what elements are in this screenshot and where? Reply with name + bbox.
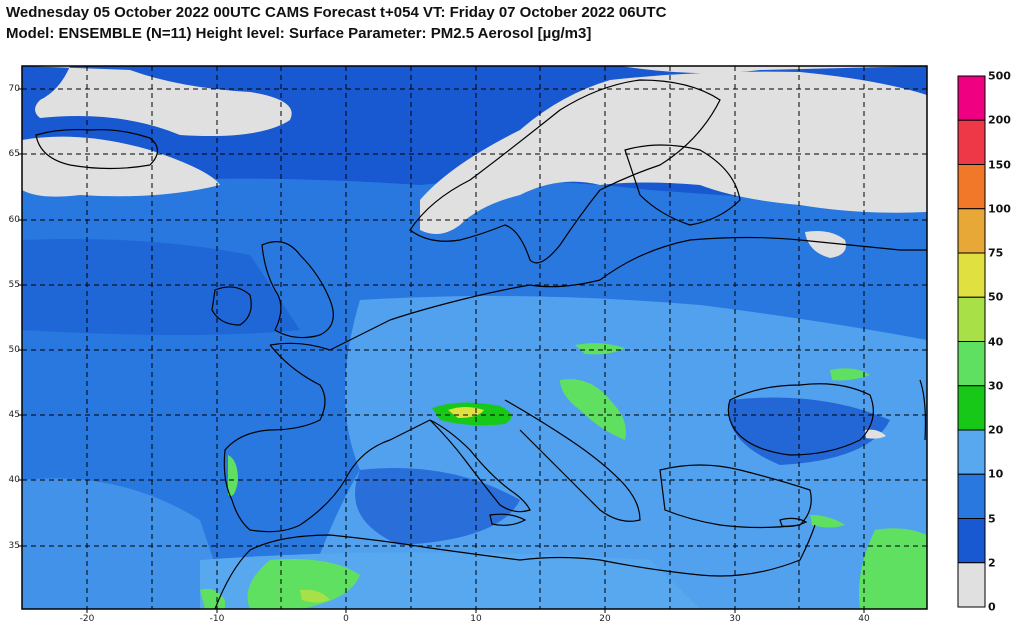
- coast-sicily: [489, 513, 527, 526]
- colorbar-label-500: 500: [988, 69, 1011, 83]
- field-2-5-med: [355, 468, 520, 545]
- field-2-5-black-sea: [728, 397, 890, 465]
- field-grey-black-sea: [865, 429, 886, 439]
- colorbar: [957, 75, 986, 608]
- coast-ireland: [211, 286, 252, 326]
- colorbar-label-50: 50: [988, 290, 1004, 304]
- colorbar-bin-10: [957, 518, 986, 564]
- lat-label-50: 50: [8, 345, 20, 355]
- hotspot-africa-west-core: [300, 589, 330, 603]
- hotspot-portugal: [228, 455, 238, 496]
- lat-label-60: 60: [8, 215, 20, 225]
- colorbar-bin-9: [957, 473, 986, 519]
- lon-label-30: 30: [729, 614, 741, 624]
- lon-label-minus20: -20: [79, 614, 95, 624]
- coast-france-spain: [223, 344, 431, 533]
- hotspot-hungary: [575, 343, 625, 355]
- field-10-20-west: [22, 478, 230, 609]
- colorbar-label-5: 5: [988, 512, 996, 525]
- coast-north-africa: [214, 524, 816, 609]
- hotspot-middle-east: [859, 528, 927, 609]
- lat-label-35: 35: [8, 541, 20, 551]
- coast-italy: [429, 419, 531, 513]
- lon-label-10: 10: [470, 614, 482, 624]
- hotspot-algeria: [200, 588, 225, 609]
- coast-great-britain: [261, 241, 334, 339]
- lat-label-55: 55: [8, 280, 20, 290]
- coast-cyprus: [779, 517, 808, 528]
- coast-finland: [624, 144, 741, 226]
- hotspot-africa-west: [247, 559, 360, 609]
- colorbar-bin-1: [957, 119, 986, 165]
- lat-label-65: 65: [8, 149, 20, 159]
- field-grey-russia-patch: [805, 231, 846, 258]
- colorbar-bin-5: [957, 296, 986, 342]
- coastlines: [35, 79, 927, 609]
- field-2-5-atlantic: [22, 239, 300, 335]
- colorbar-label-40: 40: [988, 335, 1004, 348]
- colorbar-label-100: 100: [988, 202, 1011, 216]
- colorbar-label-0: 0: [988, 600, 996, 614]
- colorbar-bin-2: [957, 164, 986, 210]
- colorbar-label-30: 30: [988, 379, 1004, 393]
- map-frame: [21, 65, 928, 610]
- coast-caspian: [919, 379, 927, 441]
- field-grey-svalbard-edge: [620, 66, 927, 74]
- colorbar-label-150: 150: [988, 158, 1011, 171]
- colorbar-bin-0: [957, 75, 986, 121]
- coast-balkans-greece: [504, 399, 641, 522]
- axis-ticks: [18, 88, 865, 613]
- lat-label-70: 70: [8, 84, 20, 94]
- forecast-title: Wednesday 05 October 2022 00UTC CAMS For…: [6, 4, 667, 21]
- colorbar-label-20: 20: [988, 423, 1004, 437]
- colorbar-label-75: 75: [988, 246, 1004, 260]
- graticule-minor: [151, 66, 800, 609]
- hotspot-ukraine: [830, 368, 870, 381]
- lat-label-40: 40: [8, 475, 20, 485]
- hotspot-balkans: [560, 379, 626, 440]
- colorbar-bin-6: [957, 341, 986, 387]
- lon-label-40: 40: [858, 614, 870, 624]
- lat-label-45: 45: [8, 410, 20, 420]
- field-grey-iceland-south: [22, 136, 220, 197]
- colorbar-bin-8: [957, 429, 986, 475]
- lon-label-0: 0: [343, 614, 349, 624]
- coast-turkey: [659, 464, 812, 529]
- colorbar-bin-11: [957, 562, 986, 608]
- colorbar-bin-3: [957, 208, 986, 254]
- colorbar-label-200: 200: [988, 113, 1011, 127]
- colorbar-label-10: 10: [988, 467, 1004, 481]
- model-parameter-subtitle: Model: ENSEMBLE (N=11) Height level: Sur…: [6, 25, 592, 42]
- lon-label-20: 20: [599, 614, 611, 624]
- field-grey-iceland: [22, 66, 292, 136]
- lon-label-minus10: -10: [209, 614, 225, 624]
- colorbar-bin-4: [957, 252, 986, 298]
- hotspot-turkey-east: [810, 515, 845, 528]
- graticule: [22, 66, 927, 609]
- coast-scandinavia: [409, 79, 721, 264]
- field-grey-scandinavia: [420, 71, 927, 235]
- colorbar-label-2: 2: [988, 556, 996, 570]
- coast-iceland: [35, 128, 159, 170]
- coast-europe-mainland: [269, 236, 927, 351]
- colorbar-bin-7: [957, 385, 986, 431]
